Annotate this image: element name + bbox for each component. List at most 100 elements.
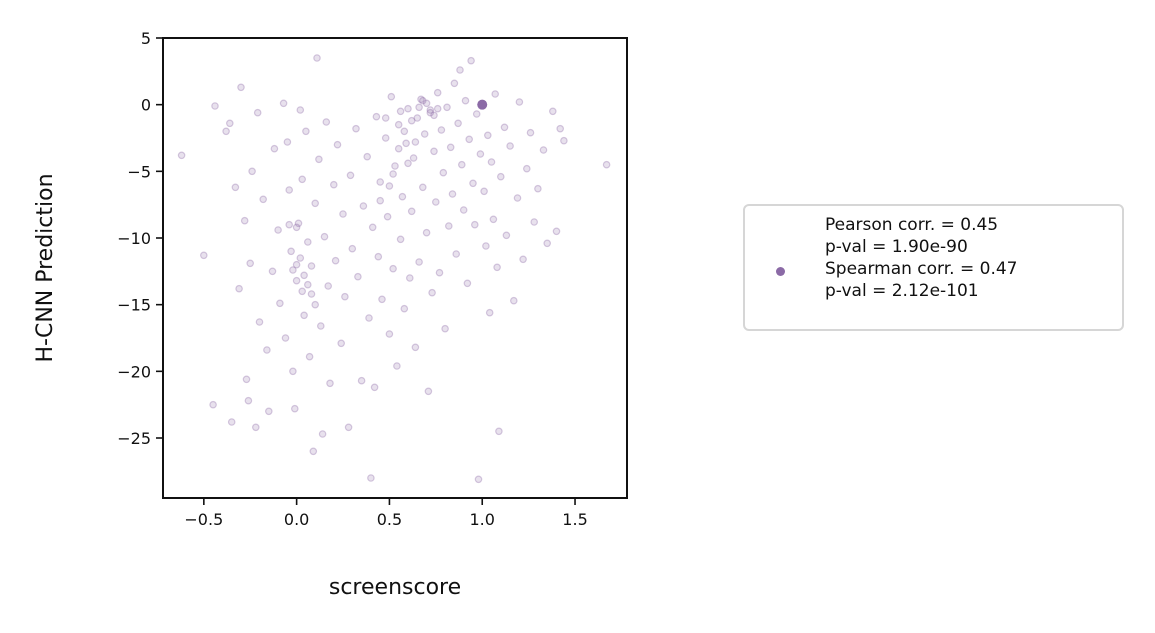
scatter-point (543, 239, 552, 248)
scatter-point (404, 159, 412, 168)
y-tick-label: −15 (117, 296, 151, 315)
y-axis-label: H-CNN Prediction (33, 173, 58, 362)
scatter-point (454, 119, 462, 128)
scatter-point (248, 167, 256, 176)
scatter-point (441, 324, 449, 333)
x-tick-label: 1.5 (562, 510, 587, 529)
legend-line-spearman-pval: p-val = 2.12e-101 (825, 281, 979, 301)
scatter-point (177, 151, 186, 160)
x-tick-label: 0.5 (377, 510, 402, 529)
scatter-point (307, 262, 316, 270)
scatter-point (222, 127, 230, 136)
scatter-point (244, 396, 253, 405)
scatter-point (252, 423, 260, 432)
scatter-point (426, 108, 435, 117)
x-tick-label: 1.0 (470, 510, 495, 529)
legend-line-pearson-pval: p-val = 1.90e-90 (825, 237, 968, 257)
scatter-point (515, 98, 524, 106)
scatter-point (376, 196, 385, 205)
scatter-point (480, 187, 488, 196)
scatter-point (281, 334, 290, 342)
scatter-point (393, 362, 401, 370)
scatter-point (264, 407, 273, 416)
scatter-point (296, 106, 305, 114)
scatter-point (354, 272, 362, 281)
scatter-point (513, 194, 522, 202)
scatter-point (385, 182, 394, 190)
scatter-point (457, 160, 466, 169)
scatter-point (209, 400, 217, 409)
scatter-point (413, 114, 422, 122)
scatter-point (411, 343, 420, 352)
plot-frame (162, 37, 628, 499)
scatter-point (296, 254, 305, 262)
scatter-point (394, 144, 403, 153)
scatter-point (381, 134, 390, 142)
scatter-point (431, 198, 440, 206)
scatter-point (300, 311, 308, 320)
scatter-point (405, 274, 414, 282)
scatter-point (274, 226, 282, 234)
scatter-point (324, 282, 333, 290)
scatter-point (387, 92, 396, 101)
scatter-point (530, 218, 539, 226)
scatter-point (430, 111, 438, 120)
y-axis-ticks: 5 0 −5 −10 −15 −20 −25 (117, 29, 163, 448)
scatter-point (305, 352, 314, 361)
scatter-point (287, 247, 295, 256)
scatter-point (602, 160, 611, 169)
scatter-point (303, 238, 312, 246)
scatter-point (381, 114, 390, 122)
scatter-point (318, 430, 327, 438)
scatter-point (279, 99, 288, 108)
scatter-point (526, 128, 535, 137)
scatter-point (370, 383, 379, 392)
scatter-point (437, 126, 446, 134)
scatter-point (456, 66, 464, 74)
scatter-point (396, 235, 405, 244)
scatter-point (446, 143, 455, 152)
scatter-point (303, 280, 312, 289)
scatter-point (496, 172, 505, 181)
scatter-point (389, 264, 397, 273)
scatter-point (211, 102, 219, 110)
scatter-point (231, 183, 240, 192)
scatter-point (365, 314, 373, 322)
scatter-point (294, 219, 303, 228)
x-tick-label: −0.5 (184, 510, 223, 529)
scatter-point (467, 56, 475, 65)
scatter-point (313, 54, 321, 62)
scatter-point (378, 295, 386, 304)
scatter-point (235, 284, 243, 293)
scatter-point (534, 184, 542, 193)
highlight-point (477, 99, 488, 110)
scatter-point (242, 375, 251, 384)
scatter-point (253, 108, 262, 117)
scatter-point (285, 220, 294, 229)
scatter-point (341, 292, 349, 301)
scatter-point (548, 107, 557, 116)
scatter-point (391, 162, 399, 170)
scatter-point (376, 178, 385, 186)
scatter-point (315, 155, 323, 164)
scatter-point (285, 186, 294, 194)
scatter-point (450, 79, 459, 88)
scatter-point (418, 96, 427, 105)
scatter-point (469, 179, 477, 188)
scatter-point (302, 127, 310, 136)
scatter-point (417, 95, 425, 104)
scatter-point (560, 136, 568, 145)
scatter-point (292, 276, 301, 285)
scatter-point (368, 223, 377, 232)
scatter-point (444, 222, 453, 230)
scatter-point (420, 130, 429, 138)
scatter-point (348, 244, 357, 253)
scatter-point (435, 268, 444, 277)
scatter-point (396, 107, 405, 116)
scatter-point (200, 251, 208, 260)
legend-line-spearman: Spearman corr. = 0.47 (825, 259, 1018, 279)
scatter-point (422, 228, 431, 237)
scatter-point (259, 195, 268, 204)
scatter-point (363, 152, 372, 161)
legend-line-pearson: Pearson corr. = 0.45 (825, 215, 999, 235)
